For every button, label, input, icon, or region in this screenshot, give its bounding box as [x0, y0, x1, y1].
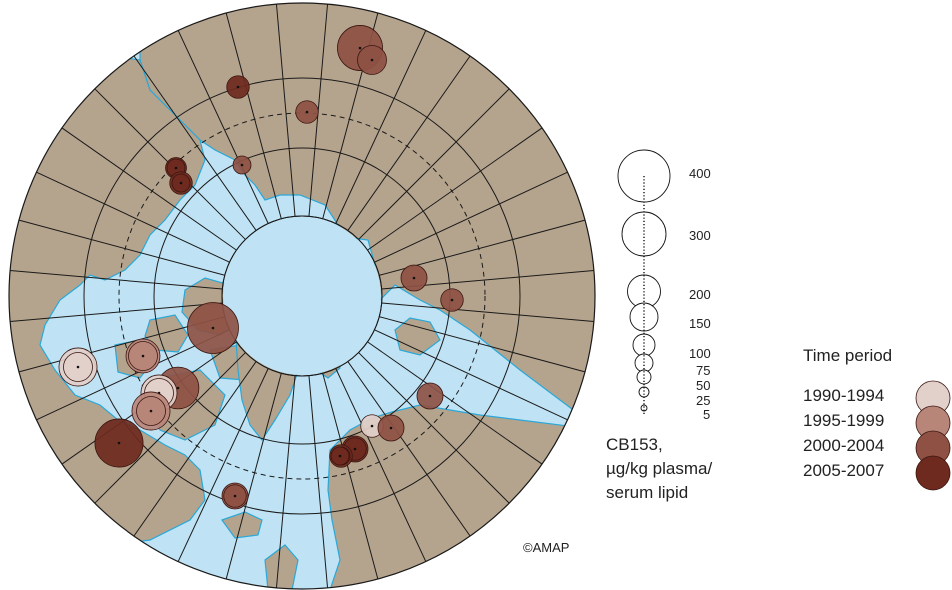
- period-swatch: [915, 455, 951, 491]
- scale-circle: [638, 386, 650, 398]
- meridian-line: [367, 341, 543, 465]
- site-center-dot: [450, 298, 454, 302]
- site-center-dot: [412, 276, 416, 280]
- scale-circle: [640, 404, 648, 412]
- meridian-line: [94, 352, 246, 504]
- site-center-dot: [76, 365, 80, 369]
- meridian-line: [335, 30, 427, 224]
- scale-legend: [617, 149, 671, 414]
- meridian-line: [10, 302, 223, 323]
- site-center-dot: [370, 424, 374, 428]
- scale-tick-label: 75: [696, 363, 710, 378]
- land-britain: [264, 544, 299, 589]
- scale-tick-label: 100: [689, 346, 711, 361]
- map-border: [8, 2, 596, 590]
- land-archipelago: [144, 314, 189, 353]
- meridian-line: [322, 373, 379, 580]
- site-center-dot: [236, 85, 240, 89]
- site-center-dot: [174, 166, 178, 170]
- latitude-circle: [221, 215, 383, 377]
- scale-legend-title: µg/kg plasma/: [606, 459, 712, 478]
- scale-legend-title: serum lipid: [606, 483, 688, 502]
- scale-tick-label: 25: [696, 393, 710, 408]
- meridian-line: [374, 329, 568, 421]
- site-center-dot: [389, 426, 393, 430]
- site-center-dot: [358, 46, 362, 50]
- site-center-dot: [338, 454, 342, 458]
- period-legend-item: 2005-2007: [803, 455, 951, 491]
- site-center-dot: [176, 386, 180, 390]
- meridian-line: [379, 316, 586, 373]
- site-markers: [58, 25, 464, 510]
- site-center-dot: [233, 494, 237, 498]
- period-label: 1995-1999: [803, 411, 884, 430]
- meridian-line: [10, 269, 223, 290]
- land-iceland: [221, 511, 263, 539]
- meridian-line: [374, 171, 568, 263]
- period-label: 1990-1994: [803, 386, 884, 405]
- meridian-line: [347, 55, 471, 231]
- meridian-line: [177, 368, 269, 562]
- meridian-line: [335, 368, 427, 562]
- latitude-circle: [83, 77, 521, 515]
- meridian-line: [18, 219, 225, 276]
- meridian-line: [225, 12, 282, 219]
- period-label: 2005-2007: [803, 461, 884, 480]
- site-center-dot: [428, 394, 432, 398]
- period-legend-item: 2000-2004: [803, 430, 951, 466]
- meridian-line: [367, 127, 543, 251]
- scale-tick-label: 300: [689, 228, 711, 243]
- meridian-line: [133, 361, 257, 537]
- copyright-credit: ©AMAP: [523, 540, 569, 555]
- meridian-line: [358, 88, 510, 240]
- site-center-dot: [353, 447, 357, 451]
- arctic-circle-line: [118, 112, 486, 480]
- period-legend-item: 1990-1994: [803, 380, 951, 416]
- meridian-line: [177, 30, 269, 224]
- meridian-line: [275, 375, 296, 588]
- period-legend-title: Time period: [803, 346, 892, 365]
- meridian-line: [225, 373, 282, 580]
- meridian-line: [133, 55, 257, 231]
- period-label: 2000-2004: [803, 436, 884, 455]
- meridian-line: [308, 375, 329, 588]
- site-center-dot: [117, 441, 121, 445]
- land-north-america: [9, 39, 206, 561]
- meridian-line: [347, 361, 471, 537]
- scale-tick-label: 200: [689, 287, 711, 302]
- scale-tick-label: 400: [689, 166, 711, 181]
- scale-tick-label: 50: [696, 378, 710, 393]
- meridian-line: [61, 127, 237, 251]
- north-pole-area: [223, 217, 381, 375]
- period-legend-item: 1995-1999: [803, 405, 951, 441]
- meridian-line: [381, 302, 594, 323]
- scale-tick-labels: 400 300 200 150 100 75 50 25 5: [689, 166, 711, 422]
- scale-tick-label: 5: [703, 407, 710, 422]
- site-center-dot: [240, 163, 244, 167]
- site-center-dot: [211, 326, 215, 330]
- site-center-dot: [305, 110, 309, 114]
- meridian-line: [275, 4, 296, 217]
- meridian-line: [358, 352, 510, 504]
- site-center-dot: [179, 181, 183, 185]
- site-center-dot: [370, 58, 374, 62]
- land-novaya-zemlya: [394, 317, 441, 356]
- scale-tick-label: 150: [689, 316, 711, 331]
- site-center-dot: [149, 409, 153, 413]
- meridian-line: [36, 171, 230, 263]
- scale-circle: [634, 353, 654, 373]
- scale-legend-title: CB153,: [606, 435, 663, 454]
- site-center-dot: [141, 354, 145, 358]
